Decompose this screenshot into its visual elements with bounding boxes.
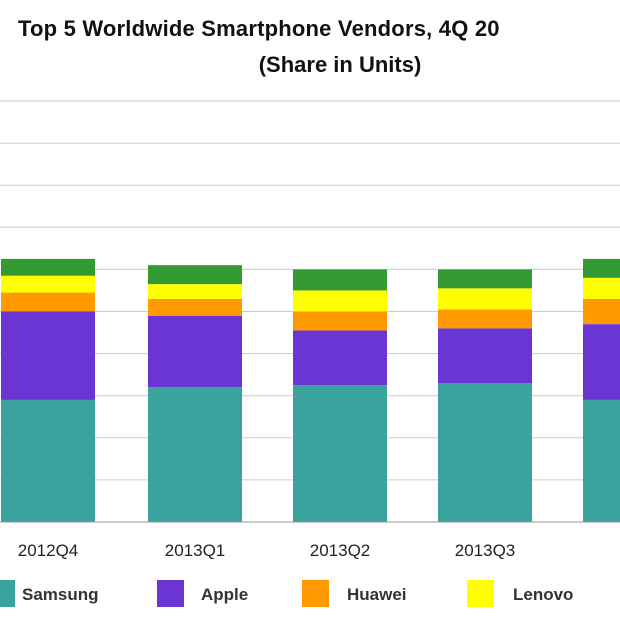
bar-segment [293,330,387,386]
x-tick-label: 2013Q1 [165,541,226,560]
x-tick-label: 2013Q3 [455,541,516,560]
bar-segment [1,292,95,312]
bar-segment [1,311,95,400]
bar-segment [1,399,95,522]
bar-segment [438,309,532,329]
x-tick-label: 2013Q2 [310,541,371,560]
bar-segment [583,277,620,299]
bar-segment [148,265,242,285]
bar-segment [583,258,620,278]
bar-segment [1,275,95,293]
bar-segment [438,383,532,522]
legend-label: Apple [201,585,248,604]
bar-segment [438,269,532,289]
legend-swatch [157,580,184,607]
bar-segment [293,269,387,291]
bar-segment [293,385,387,522]
bar-segment [148,298,242,316]
legend-swatch [467,580,494,607]
bar-segment [293,290,387,312]
chart-subtitle: (Share in Units) [258,52,422,77]
bar-segment [583,324,620,400]
legend-label: Huawei [347,585,407,604]
bar-segment [583,298,620,325]
bar-segment [438,328,532,384]
bar-segment [438,288,532,310]
bar-segment [293,311,387,331]
legend-swatch [302,580,329,607]
legend-label: Samsung [22,585,99,604]
legend-swatch [0,580,15,607]
chart-title: Top 5 Worldwide Smartphone Vendors, 4Q 2… [18,16,500,41]
bar-segment [148,315,242,388]
bar-segment [583,399,620,522]
bar-segment [148,284,242,299]
bar-segment [148,387,242,522]
legend-label: Lenovo [513,585,573,604]
bar-segment [1,258,95,276]
x-tick-label: 2012Q4 [18,541,79,560]
